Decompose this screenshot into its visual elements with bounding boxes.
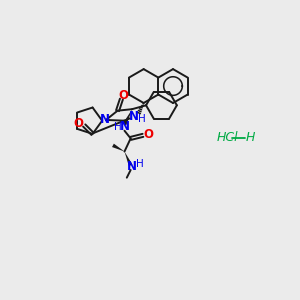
Polygon shape bbox=[112, 144, 124, 152]
Text: H: H bbox=[115, 122, 122, 132]
Text: N: N bbox=[129, 110, 139, 123]
Text: N: N bbox=[127, 160, 137, 173]
Text: N: N bbox=[120, 120, 130, 134]
Polygon shape bbox=[124, 152, 132, 166]
Text: N: N bbox=[100, 113, 110, 126]
Text: O: O bbox=[74, 117, 84, 130]
Text: O: O bbox=[118, 89, 128, 102]
Text: H: H bbox=[138, 114, 146, 124]
Polygon shape bbox=[123, 109, 132, 125]
Text: O: O bbox=[143, 128, 153, 141]
Text: H: H bbox=[136, 159, 144, 169]
Text: H: H bbox=[246, 131, 256, 144]
Text: HCl: HCl bbox=[217, 131, 239, 144]
